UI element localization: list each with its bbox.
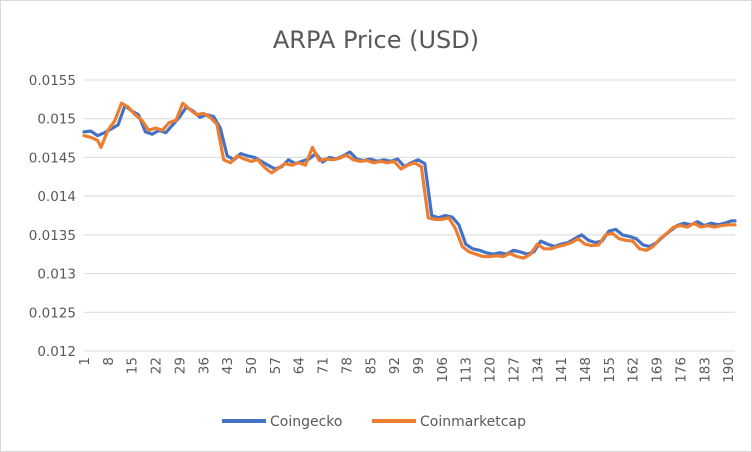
series-line-coinmarketcap	[82, 101, 737, 260]
x-tick-label: 78	[339, 357, 355, 374]
x-tick-label: 71	[316, 357, 332, 374]
x-tick-label: 50	[244, 357, 260, 374]
x-tick-label: 15	[125, 357, 141, 374]
x-tick-label: 92	[387, 357, 403, 374]
legend-label: Coinmarketcap	[420, 414, 526, 430]
series-lines	[82, 101, 737, 260]
legend: Coingecko Coinmarketcap	[222, 414, 526, 430]
x-tick-label: 22	[149, 357, 165, 374]
x-tick-label: 141	[554, 357, 570, 383]
x-tick-label: 162	[626, 357, 642, 383]
x-tick-label: 120	[483, 357, 499, 383]
x-tick-label: 113	[459, 357, 475, 383]
series-line-coingecko	[82, 104, 737, 256]
legend-label: Coingecko	[270, 414, 342, 430]
x-tick-label: 64	[292, 357, 308, 374]
y-tick-label: 0.0135	[29, 228, 76, 244]
y-tick-label: 0.0155	[29, 73, 76, 89]
x-tick-label: 127	[506, 357, 522, 383]
x-tick-label: 183	[697, 357, 713, 383]
y-tick-label: 0.015	[37, 112, 76, 128]
x-tick-label: 36	[196, 357, 212, 374]
x-tick-label: 190	[721, 357, 737, 383]
x-tick-label: 106	[435, 357, 451, 383]
x-tick-label: 155	[602, 357, 618, 383]
x-axis-tick-labels: 1 8 15 22 29 36 43 50 57 64 71 78 85 92 99 106 113 120 127…	[77, 357, 737, 383]
x-tick-label: 148	[578, 357, 594, 383]
x-tick-label: 57	[268, 357, 284, 374]
x-tick-label: 99	[411, 357, 427, 374]
y-tick-label: 0.0145	[29, 150, 76, 166]
x-tick-label: 1	[77, 357, 93, 366]
y-tick-label: 0.014	[37, 189, 76, 205]
y-tick-label: 0.012	[37, 344, 76, 360]
y-tick-label: 0.0125	[29, 305, 76, 321]
x-tick-label: 43	[220, 357, 236, 374]
chart-title: ARPA Price (USD)	[273, 26, 479, 54]
x-tick-label: 169	[650, 357, 666, 383]
x-tick-label: 8	[101, 357, 117, 366]
gridlines	[84, 79, 735, 352]
x-tick-label: 134	[530, 357, 546, 383]
y-axis-tick-labels: 0.012 0.0125 0.013 0.0135 0.014 0.0145 0.015 0.…	[29, 73, 76, 360]
y-tick-label: 0.013	[37, 267, 76, 283]
x-tick-label: 85	[363, 357, 379, 374]
x-tick-label: 29	[172, 357, 188, 374]
x-tick-label: 176	[673, 357, 689, 383]
